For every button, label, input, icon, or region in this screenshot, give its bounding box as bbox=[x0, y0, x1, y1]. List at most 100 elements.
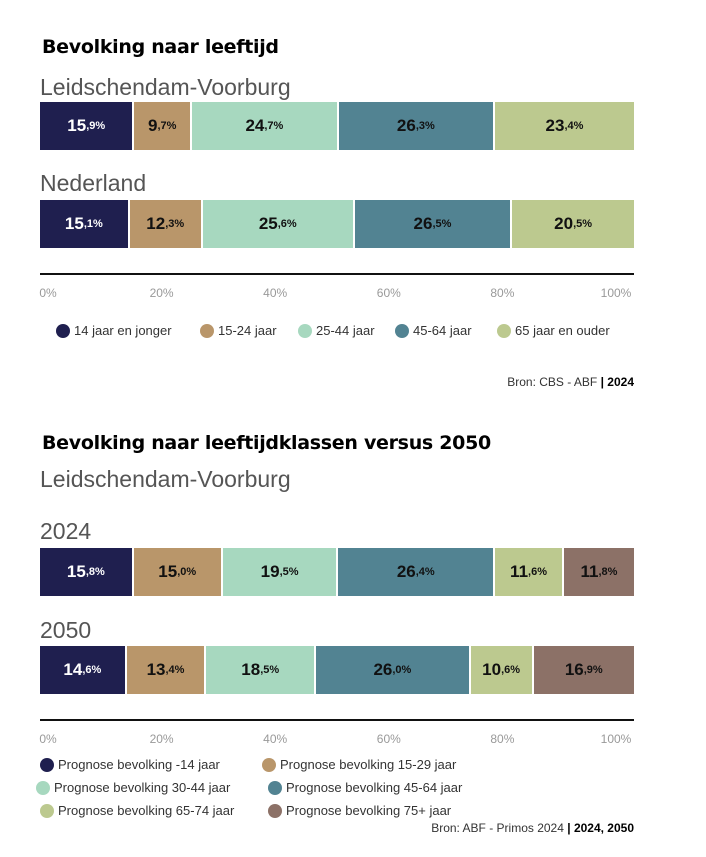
source-year: | 2024 bbox=[600, 375, 634, 389]
bar-segment: 15,9% bbox=[40, 102, 135, 150]
x-tick-label: 40% bbox=[263, 286, 288, 300]
data-label: 15 bbox=[158, 562, 178, 581]
chart-title: Bevolking naar leeftijdklassen versus 20… bbox=[42, 432, 491, 454]
data-label-decimal: ,8% bbox=[598, 566, 618, 578]
bar-segment: 18,5% bbox=[206, 646, 317, 694]
data-label: 23 bbox=[545, 116, 565, 135]
legend-item: 15-24 jaar bbox=[200, 323, 277, 338]
legend-swatch bbox=[200, 323, 214, 338]
data-label: 11 bbox=[510, 562, 529, 581]
bar-segment: 25,6% bbox=[202, 200, 355, 248]
data-label-decimal: ,4% bbox=[165, 664, 185, 676]
source-text: Bron: CBS - ABF bbox=[507, 375, 601, 389]
bar-segment: 26,4% bbox=[338, 548, 496, 596]
legend-item: 25-44 jaar bbox=[298, 323, 375, 338]
x-tick-label: 60% bbox=[376, 286, 401, 300]
data-label: 18 bbox=[241, 660, 261, 679]
x-tick-label: 40% bbox=[263, 732, 288, 746]
data-label: 15 bbox=[66, 562, 86, 581]
legend-item: Prognose bevolking 45-64 jaar bbox=[268, 780, 462, 795]
legend-item: Prognose bevolking 75+ jaar bbox=[268, 803, 451, 818]
x-tick-label: 60% bbox=[376, 732, 401, 746]
legend-item: 14 jaar en jonger bbox=[56, 323, 172, 338]
data-label: 19 bbox=[260, 562, 280, 581]
stacked-bar: 15,1% 12,3% 25,6% 26,5% 20,5% bbox=[40, 200, 634, 248]
legend-swatch bbox=[56, 323, 70, 338]
source-note: Bron: ABF - Primos 2024 | 2024, 2050 bbox=[431, 821, 634, 835]
data-label: 26 bbox=[396, 116, 416, 135]
legend-swatch bbox=[36, 780, 50, 795]
data-label-decimal: ,9% bbox=[583, 664, 603, 676]
x-tick-label: 20% bbox=[149, 732, 174, 746]
legend-item: 45-64 jaar bbox=[395, 323, 472, 338]
legend-label: Prognose bevolking 45-64 jaar bbox=[286, 780, 463, 795]
bar-segment: 26,0% bbox=[316, 646, 471, 694]
bar-segment: 24,7% bbox=[192, 102, 339, 150]
bar-segment: 26,5% bbox=[354, 200, 513, 248]
legend-swatch bbox=[262, 757, 276, 772]
legend-item: Prognose bevolking 65-74 jaar bbox=[40, 803, 234, 818]
legend-label: 65 jaar en ouder bbox=[515, 323, 610, 338]
x-tick-label: 100% bbox=[600, 286, 632, 300]
source-note: Bron: CBS - ABF | 2024 bbox=[507, 375, 634, 389]
bar-segment: 12,3% bbox=[129, 200, 203, 248]
source-year: | 2024, 2050 bbox=[567, 821, 634, 835]
bar-segment: 9,7% bbox=[134, 102, 193, 150]
data-label: 26 bbox=[396, 562, 416, 581]
category-label: Leidschendam-Voorburg bbox=[40, 74, 291, 100]
data-label-decimal: ,3% bbox=[165, 218, 185, 230]
data-label-decimal: ,5% bbox=[279, 566, 299, 578]
data-label: 10 bbox=[482, 660, 502, 679]
legend-label: 25-44 jaar bbox=[316, 323, 375, 338]
data-label-decimal: ,8% bbox=[85, 566, 105, 578]
bar-segment: 15,0% bbox=[133, 548, 223, 596]
data-label-decimal: ,6% bbox=[82, 664, 102, 676]
data-label: 26 bbox=[413, 214, 433, 233]
stacked-bar: 14,6% 13,4% 18,5% 26,0% 10,6% 16,9% bbox=[40, 646, 634, 694]
legend-swatch bbox=[497, 323, 511, 338]
data-label: 14 bbox=[63, 660, 83, 679]
data-label: 12 bbox=[146, 214, 166, 233]
bar-segment: 14,6% bbox=[40, 646, 127, 694]
bar-segment: 16,9% bbox=[533, 646, 634, 694]
data-label-decimal: ,9% bbox=[86, 120, 106, 132]
bar-segment: 19,5% bbox=[222, 548, 339, 596]
legend-label: Prognose bevolking -14 jaar bbox=[58, 757, 220, 772]
bar-segment: 26,3% bbox=[338, 102, 495, 150]
legend-item: Prognose bevolking 15-29 jaar bbox=[262, 757, 456, 772]
x-axis-line bbox=[40, 273, 634, 275]
category-label: 2050 bbox=[40, 617, 92, 643]
stacked-bar: 15,9% 9,7% 24,7% 26,3% 23,4% bbox=[40, 102, 634, 150]
bar-segment: 15,8% bbox=[40, 548, 134, 596]
bar-segment: 23,4% bbox=[494, 102, 634, 150]
x-tick-label: 80% bbox=[490, 286, 515, 300]
data-label: 13 bbox=[146, 660, 166, 679]
bar-segment: 15,1% bbox=[40, 200, 130, 248]
x-tick-label: 0% bbox=[39, 732, 57, 746]
legend-swatch bbox=[268, 780, 282, 795]
source-text: Bron: ABF - Primos 2024 bbox=[431, 821, 568, 835]
data-label: 20 bbox=[554, 214, 574, 233]
bar-segment: 20,5% bbox=[512, 200, 634, 248]
data-label: 26 bbox=[373, 660, 393, 679]
chart-subtitle: Leidschendam-Voorburg bbox=[40, 466, 291, 492]
legend-swatch bbox=[268, 803, 282, 818]
category-label: 2024 bbox=[40, 518, 92, 544]
x-tick-label: 0% bbox=[39, 286, 57, 300]
data-label-decimal: ,6% bbox=[501, 664, 521, 676]
data-label-decimal: ,7% bbox=[264, 120, 284, 132]
legend-item: Prognose bevolking -14 jaar bbox=[40, 757, 220, 772]
stacked-bar: 15,8% 15,0% 19,5% 26,4% 11,6% 11,8% bbox=[40, 548, 634, 596]
x-tick-label: 100% bbox=[600, 732, 632, 746]
legend-item: Prognose bevolking 30-44 jaar bbox=[36, 780, 230, 795]
bar-segment: 10,6% bbox=[470, 646, 534, 694]
data-label: 24 bbox=[245, 116, 265, 135]
legend-item: 65 jaar en ouder bbox=[497, 323, 610, 338]
data-label-decimal: ,5% bbox=[432, 218, 452, 230]
x-axis-line bbox=[40, 719, 634, 721]
legend-label: 45-64 jaar bbox=[413, 323, 472, 338]
legend-swatch bbox=[298, 323, 312, 338]
data-label: 15 bbox=[67, 116, 87, 135]
legend-swatch bbox=[40, 803, 54, 818]
data-label-decimal: ,3% bbox=[415, 120, 435, 132]
